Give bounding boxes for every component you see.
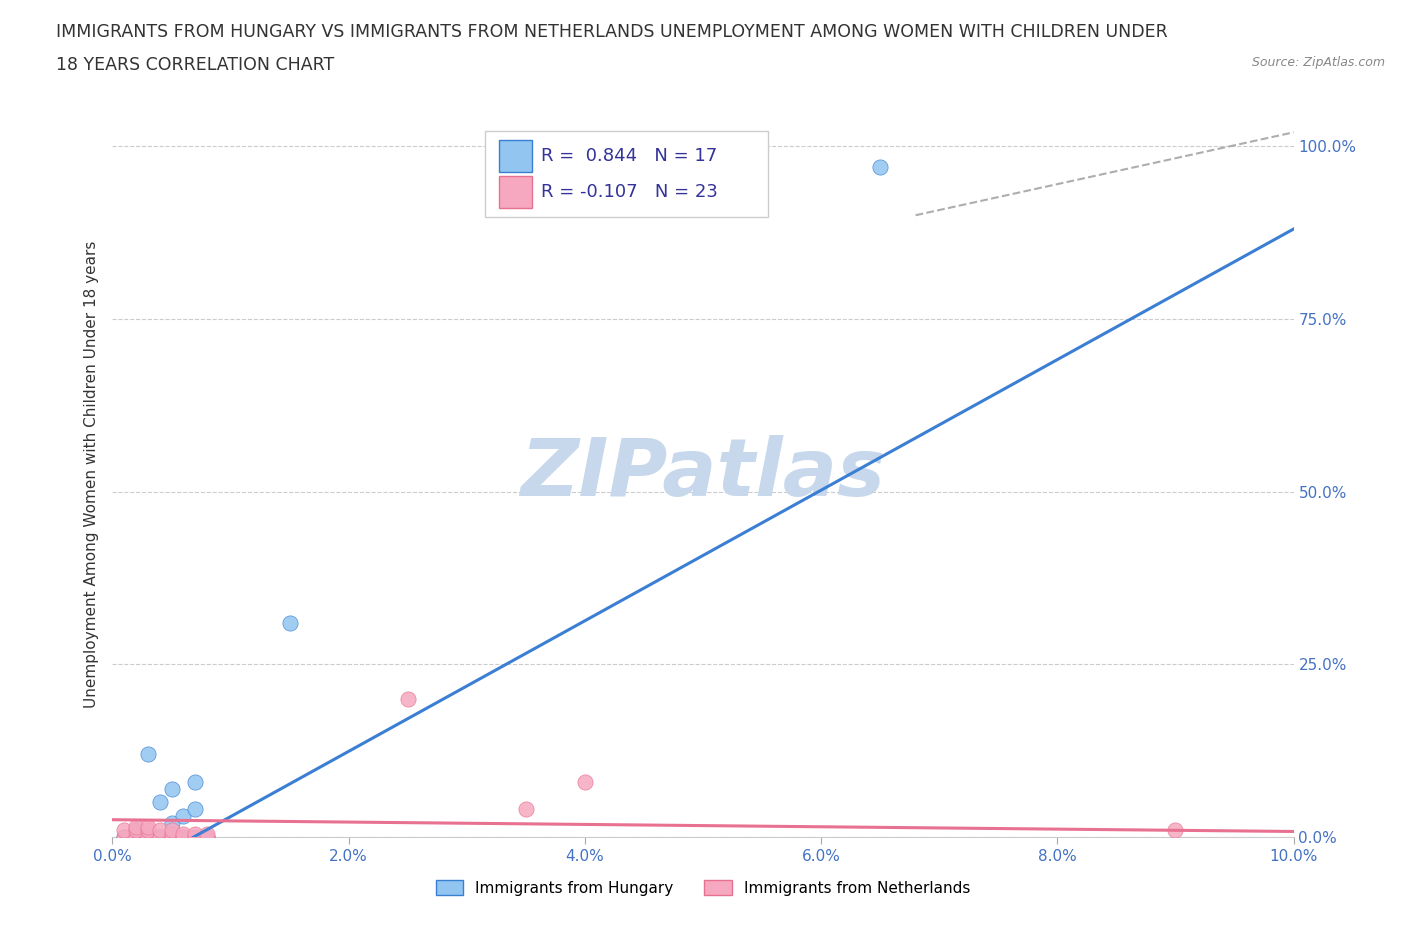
Text: R =  0.844   N = 17: R = 0.844 N = 17 xyxy=(541,147,717,165)
Point xyxy=(136,830,159,844)
Text: 18 YEARS CORRELATION CHART: 18 YEARS CORRELATION CHART xyxy=(56,56,335,73)
Point xyxy=(184,830,207,844)
Point xyxy=(172,830,194,844)
Point xyxy=(574,775,596,790)
Point xyxy=(125,830,148,844)
Point xyxy=(112,830,135,844)
Point xyxy=(125,823,148,838)
Point xyxy=(869,159,891,174)
Point xyxy=(136,747,159,762)
Point xyxy=(160,816,183,830)
Point xyxy=(172,826,194,841)
Point xyxy=(278,616,301,631)
Point xyxy=(160,781,183,796)
Point xyxy=(396,691,419,706)
Point xyxy=(160,826,183,841)
Point xyxy=(149,830,172,844)
Text: R = -0.107   N = 23: R = -0.107 N = 23 xyxy=(541,183,718,201)
Point xyxy=(149,823,172,838)
Point xyxy=(160,830,183,844)
Point xyxy=(184,826,207,841)
Point xyxy=(149,795,172,810)
Point xyxy=(149,830,172,844)
Point xyxy=(112,830,135,844)
Text: IMMIGRANTS FROM HUNGARY VS IMMIGRANTS FROM NETHERLANDS UNEMPLOYMENT AMONG WOMEN : IMMIGRANTS FROM HUNGARY VS IMMIGRANTS FR… xyxy=(56,23,1168,41)
Point xyxy=(125,830,148,844)
Text: Source: ZipAtlas.com: Source: ZipAtlas.com xyxy=(1251,56,1385,69)
Point xyxy=(160,823,183,838)
Point xyxy=(172,809,194,824)
Point xyxy=(125,823,148,838)
FancyBboxPatch shape xyxy=(499,176,531,208)
FancyBboxPatch shape xyxy=(485,131,768,217)
Legend: Immigrants from Hungary, Immigrants from Netherlands: Immigrants from Hungary, Immigrants from… xyxy=(430,873,976,902)
Point xyxy=(195,830,218,844)
Point xyxy=(195,826,218,841)
Point xyxy=(515,802,537,817)
Point xyxy=(172,830,194,844)
Point xyxy=(112,823,135,838)
Point xyxy=(125,819,148,834)
Point xyxy=(136,819,159,834)
Point xyxy=(160,830,183,844)
Point xyxy=(1164,823,1187,838)
Point xyxy=(195,830,218,844)
Text: ZIPatlas: ZIPatlas xyxy=(520,435,886,513)
Point xyxy=(184,775,207,790)
FancyBboxPatch shape xyxy=(499,140,531,172)
Point xyxy=(184,802,207,817)
Y-axis label: Unemployment Among Women with Children Under 18 years: Unemployment Among Women with Children U… xyxy=(83,241,98,708)
Point xyxy=(136,823,159,838)
Point xyxy=(136,830,159,844)
